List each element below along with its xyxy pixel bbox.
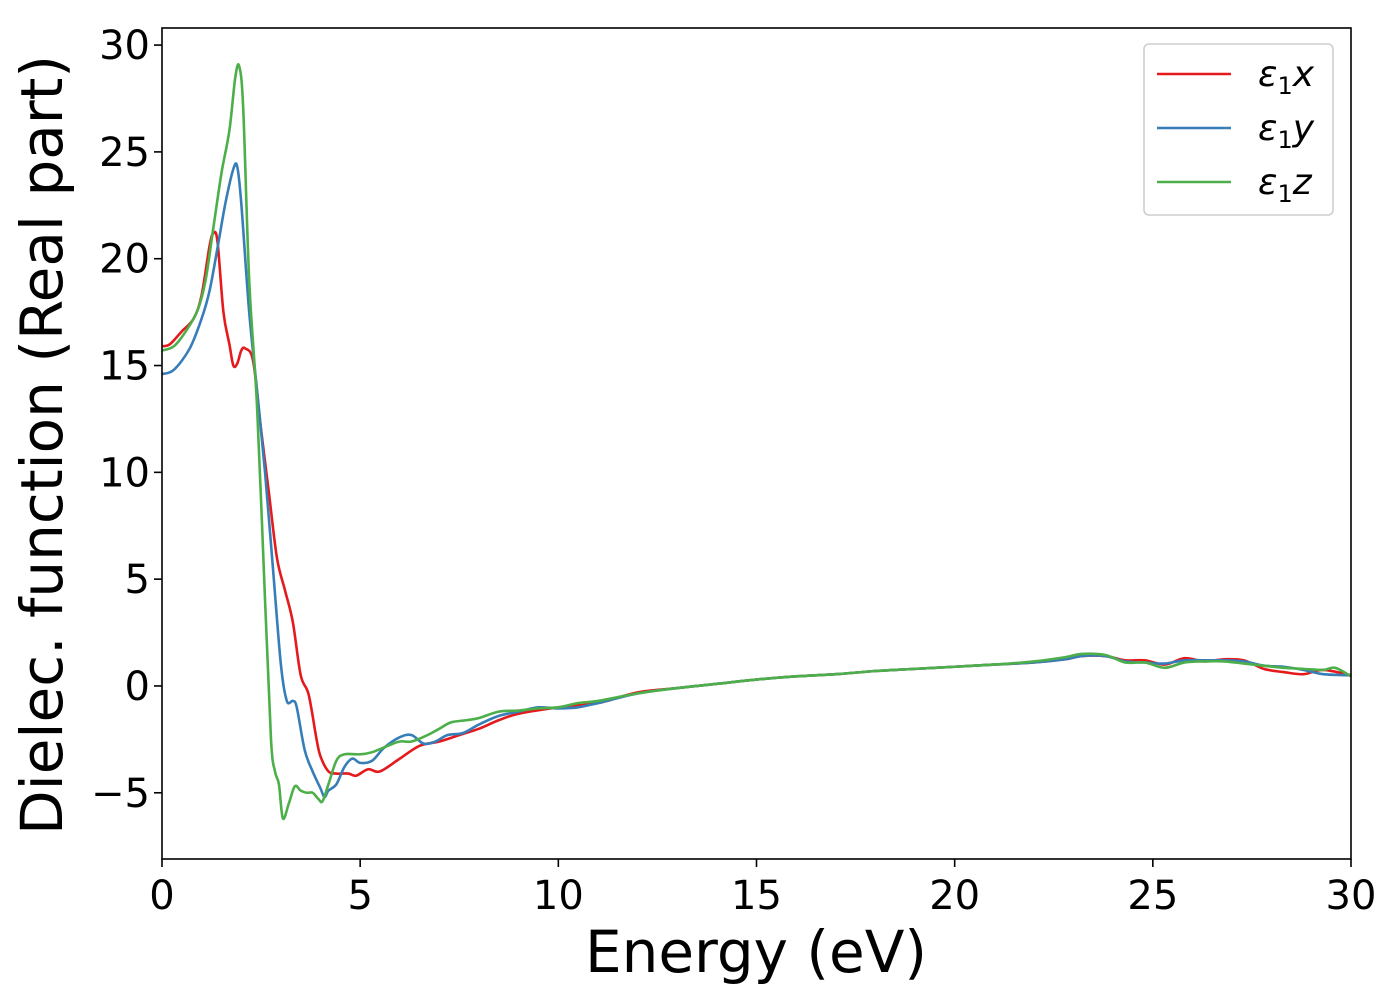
x-tick-label: 10 xyxy=(533,873,584,919)
x-tick-label: 25 xyxy=(1127,873,1178,919)
y-tick-label: 20 xyxy=(99,237,150,283)
legend-box xyxy=(1143,43,1334,216)
y-axis-title: Dielec. function (Real part) xyxy=(8,55,76,835)
legend-label-z: ε1z xyxy=(1258,162,1313,208)
y-tick-label: 0 xyxy=(125,664,150,710)
legend: ε1x ε1y ε1z xyxy=(1143,43,1334,216)
x-tick-label: 5 xyxy=(347,873,372,919)
x-tick-label: 0 xyxy=(149,873,174,919)
series-lines xyxy=(162,63,1351,821)
x-tick-label: 20 xyxy=(929,873,980,919)
legend-label-x: ε1x xyxy=(1258,54,1315,100)
x-axis-ticks: 0 5 10 15 20 25 30 xyxy=(149,859,1376,919)
series-line-z xyxy=(162,63,1351,821)
y-axis-ticks: −5 0 5 10 15 20 25 30 xyxy=(91,23,162,817)
x-axis-title: Energy (eV) xyxy=(585,918,927,986)
x-tick-label: 15 xyxy=(731,873,782,919)
y-tick-label: 25 xyxy=(99,130,150,176)
legend-items: ε1x ε1y ε1z xyxy=(1157,54,1315,208)
y-tick-label: 30 xyxy=(99,23,150,69)
y-tick-label: 10 xyxy=(99,450,150,496)
x-tick-label: 30 xyxy=(1326,873,1377,919)
y-tick-label: −5 xyxy=(91,771,150,817)
y-tick-label: 5 xyxy=(125,557,150,603)
legend-label-y: ε1y xyxy=(1258,108,1315,154)
y-tick-label: 15 xyxy=(99,344,150,390)
